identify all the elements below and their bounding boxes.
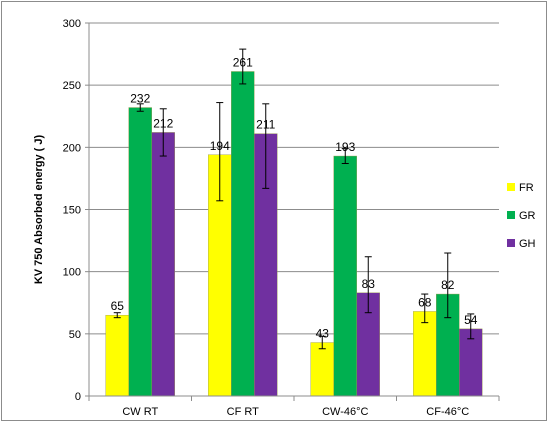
bar: [231, 71, 255, 397]
x-tick-label: CF RT: [227, 406, 259, 418]
bars: [105, 71, 483, 397]
x-tick-label: CW-46°C: [322, 406, 368, 418]
data-label: 54: [464, 313, 478, 327]
data-label: 82: [441, 278, 455, 292]
legend-swatch: [507, 183, 515, 191]
y-tick-label: 100: [63, 267, 81, 279]
y-tick-label: 150: [63, 205, 81, 217]
legend-swatch: [507, 211, 515, 219]
legend-label: GH: [519, 238, 536, 250]
data-label: 43: [316, 327, 330, 341]
data-label: 68: [418, 295, 432, 309]
bar: [151, 132, 175, 397]
bar: [413, 311, 437, 397]
bar: [333, 155, 357, 397]
y-tick-label: 50: [69, 329, 81, 341]
data-label: 65: [111, 299, 125, 313]
bar: [128, 107, 152, 397]
axes: 0 50 100 150 200 250 300 CW RT CF RT CW-46°C CF-46…: [63, 18, 500, 418]
y-tick-label: 200: [63, 142, 81, 154]
legend-label: FR: [519, 182, 534, 194]
data-label: 83: [362, 277, 376, 291]
error-bars: [113, 48, 475, 350]
y-tick-label: 300: [63, 18, 81, 30]
data-label: 212: [153, 116, 173, 130]
x-tick-label: CW RT: [122, 406, 158, 418]
y-tick-label: 250: [63, 80, 81, 92]
bar: [310, 342, 334, 397]
legend-label: GR: [519, 210, 536, 222]
legend-swatch: [507, 239, 515, 247]
data-label: 232: [130, 92, 150, 106]
data-label: 194: [210, 139, 230, 153]
bar: [105, 314, 129, 397]
y-tick-label: 0: [75, 391, 81, 403]
data-label: 261: [233, 55, 253, 69]
data-label: 193: [335, 140, 355, 154]
y-axis-label: KV 750 Absorbed energy ( J): [33, 134, 45, 284]
data-label: 211: [256, 118, 275, 132]
x-tick-label: CF-46°C: [426, 406, 469, 418]
legend: FR GR GH: [507, 182, 536, 250]
